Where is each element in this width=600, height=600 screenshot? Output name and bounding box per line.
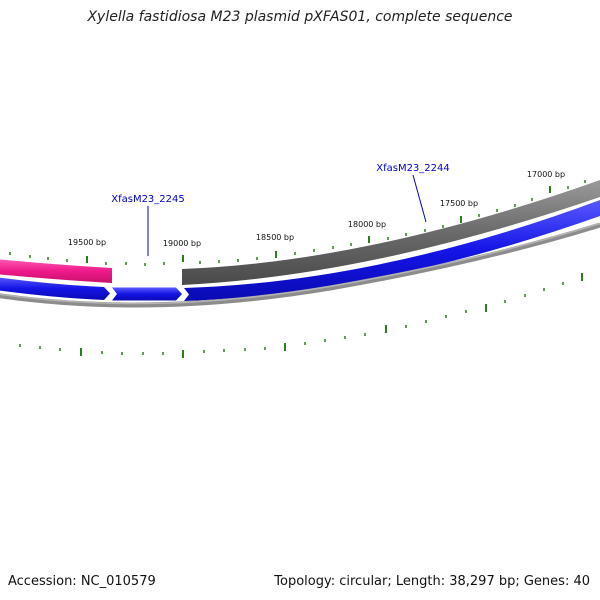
map-title: Xylella fastidiosa M23 plasmid pXFAS01, … <box>87 9 513 25</box>
feature-ring <box>0 180 600 308</box>
scale-label: 18000 bp <box>348 220 386 229</box>
gene-labels: XfasM23_2245 XfasM23_2244 <box>111 163 450 256</box>
gene-arrow-xfasm23-2245[interactable] <box>112 287 182 301</box>
scale-label: 17500 bp <box>440 199 478 208</box>
scale-label: 19000 bp <box>163 239 201 248</box>
scale-label: 19500 bp <box>68 238 106 247</box>
scale-label: 18500 bp <box>256 233 294 242</box>
gene-arrow-1[interactable] <box>0 277 110 300</box>
gene-feature-xfasm23-2244[interactable] <box>182 180 600 285</box>
scale-labels: 19500 bp 19000 bp 18500 bp 18000 bp 1750… <box>68 170 565 248</box>
gene-arrow-3[interactable] <box>184 200 600 301</box>
gene-label-xfasm23-2245[interactable]: XfasM23_2245 <box>111 194 185 205</box>
backbone-highlight <box>0 222 600 305</box>
gene-label-xfasm23-2244[interactable]: XfasM23_2244 <box>376 163 450 174</box>
scale-label: 17000 bp <box>527 170 565 179</box>
gene-feature-pink[interactable] <box>0 259 112 283</box>
backbone-ring <box>0 222 600 308</box>
inner-tick-row <box>19 273 583 358</box>
accession-label: Accession: NC_010579 <box>8 574 156 589</box>
outer-tick-row <box>9 180 586 266</box>
gene-leader-line <box>412 174 427 223</box>
topology-info: Topology: circular; Length: 38,297 bp; G… <box>274 574 590 589</box>
